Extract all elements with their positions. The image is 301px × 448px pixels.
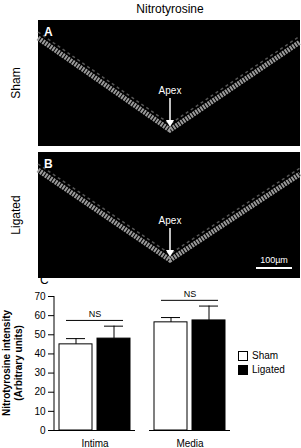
html-text:Sham: Sham xyxy=(252,350,279,361)
svg-text:50: 50 xyxy=(34,329,46,340)
svg-text:C: C xyxy=(40,273,49,287)
svg-text:NS: NS xyxy=(89,309,102,319)
html-text:Ligated: Ligated xyxy=(252,364,285,375)
svg-text:A: A xyxy=(44,25,53,39)
svg-text:30: 30 xyxy=(34,367,46,378)
svg-text:Media: Media xyxy=(176,438,204,448)
svg-text:60: 60 xyxy=(34,310,46,321)
svg-text:Nitrotyrosine intensity(Arbitr: Nitrotyrosine intensity(Arbitrary units) xyxy=(1,310,24,417)
svg-text:10: 10 xyxy=(34,406,46,417)
svg-text:B: B xyxy=(44,157,53,171)
svg-text:Nitrotyrosine: Nitrotyrosine xyxy=(136,2,204,16)
svg-text:70: 70 xyxy=(34,291,46,302)
svg-text:NS: NS xyxy=(184,289,197,299)
svg-text:20: 20 xyxy=(34,386,46,397)
svg-text:Sham: Sham xyxy=(9,67,23,98)
svg-text:40: 40 xyxy=(34,348,46,359)
svg-text:100µm: 100µm xyxy=(260,255,288,265)
svg-text:0: 0 xyxy=(40,425,46,436)
svg-text:Intima: Intima xyxy=(81,438,109,448)
svg-text:Apex: Apex xyxy=(159,215,182,226)
svg-text:Apex: Apex xyxy=(159,85,182,96)
svg-text:Ligated: Ligated xyxy=(9,195,23,234)
